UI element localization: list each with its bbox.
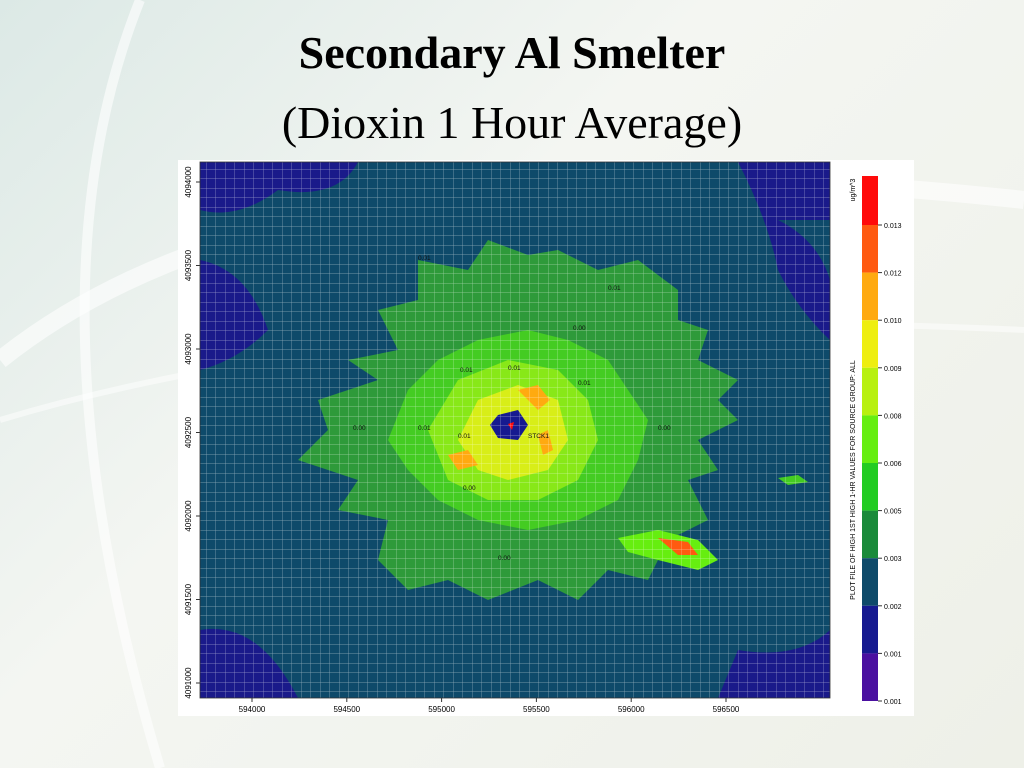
colorbar-swatch <box>862 225 878 273</box>
y-tick-label: 4091500 <box>184 583 193 615</box>
colorbar-label: 0.003 <box>884 556 902 563</box>
colorbar-label: 0.010 <box>884 318 902 325</box>
contour-label: 0.01 <box>418 425 431 432</box>
colorbar-label: 0.005 <box>884 509 902 516</box>
contour-label: 0.00 <box>658 425 671 432</box>
contour-label: 0.01 <box>460 367 473 374</box>
colorbar-swatch <box>862 558 878 606</box>
colorbar-label: 0.001 <box>884 699 902 706</box>
contour-label: 0.00 <box>353 425 366 432</box>
colorbar-swatch <box>862 272 878 321</box>
colorbar-swatch <box>862 510 878 559</box>
contour-label: 0.00 <box>573 325 586 332</box>
contour-label: 0.01 <box>578 380 591 387</box>
contour-label: 0.01 <box>508 365 521 372</box>
colorbar-label: 0.009 <box>884 366 902 373</box>
y-tick-label: 4093000 <box>184 333 193 365</box>
x-tick-label: 594500 <box>333 705 360 714</box>
colorbar-unit: ug/m^3 <box>850 179 857 202</box>
colorbar-label: 0.002 <box>884 604 902 611</box>
side-label: PLOT FILE OF HIGH 1ST HIGH 1-HR VALUES F… <box>850 360 857 600</box>
plot-area <box>200 162 830 698</box>
contour-label: 0.00 <box>498 555 511 562</box>
y-tick-label: 4091000 <box>184 667 193 699</box>
y-tick-label: 4094000 <box>184 166 193 198</box>
colorbar-label: 0.001 <box>884 651 902 658</box>
subtitle: (Dioxin 1 Hour Average) <box>281 97 743 148</box>
contour-label: 0.01 <box>608 285 621 292</box>
y-tick-label: 4093500 <box>184 249 193 281</box>
colorbar-swatch <box>862 367 878 416</box>
y-tick-label: 4092500 <box>184 416 193 448</box>
colorbar-swatch <box>862 605 878 654</box>
contour-label: 0.01 <box>418 255 431 262</box>
x-tick-label: 595500 <box>523 705 550 714</box>
colorbar-label: 0.008 <box>884 413 902 420</box>
colorbar-swatch <box>862 463 878 511</box>
colorbar-label: 0.006 <box>884 461 902 468</box>
x-tick-label: 596000 <box>618 705 645 714</box>
x-tick-label: 596500 <box>713 705 740 714</box>
title: Secondary Al Smelter <box>298 27 726 78</box>
colorbar-swatch <box>862 415 878 463</box>
colorbar-label: 0.012 <box>884 271 902 278</box>
contour-map: 594000 594500 595000 595500 596000 596500 4094… <box>178 160 914 716</box>
y-tick-label: 4092000 <box>184 500 193 532</box>
contour-label: 0.01 <box>458 433 471 440</box>
colorbar-swatch <box>862 320 878 368</box>
contour-label: 0.00 <box>463 485 476 492</box>
x-tick-label: 594000 <box>239 705 266 714</box>
source-label: STCK1 <box>528 433 549 440</box>
colorbar-swatch <box>862 653 878 701</box>
x-tick-label: 595000 <box>428 705 455 714</box>
colorbar-label: 0.013 <box>884 223 902 230</box>
colorbar-swatch <box>862 176 878 225</box>
